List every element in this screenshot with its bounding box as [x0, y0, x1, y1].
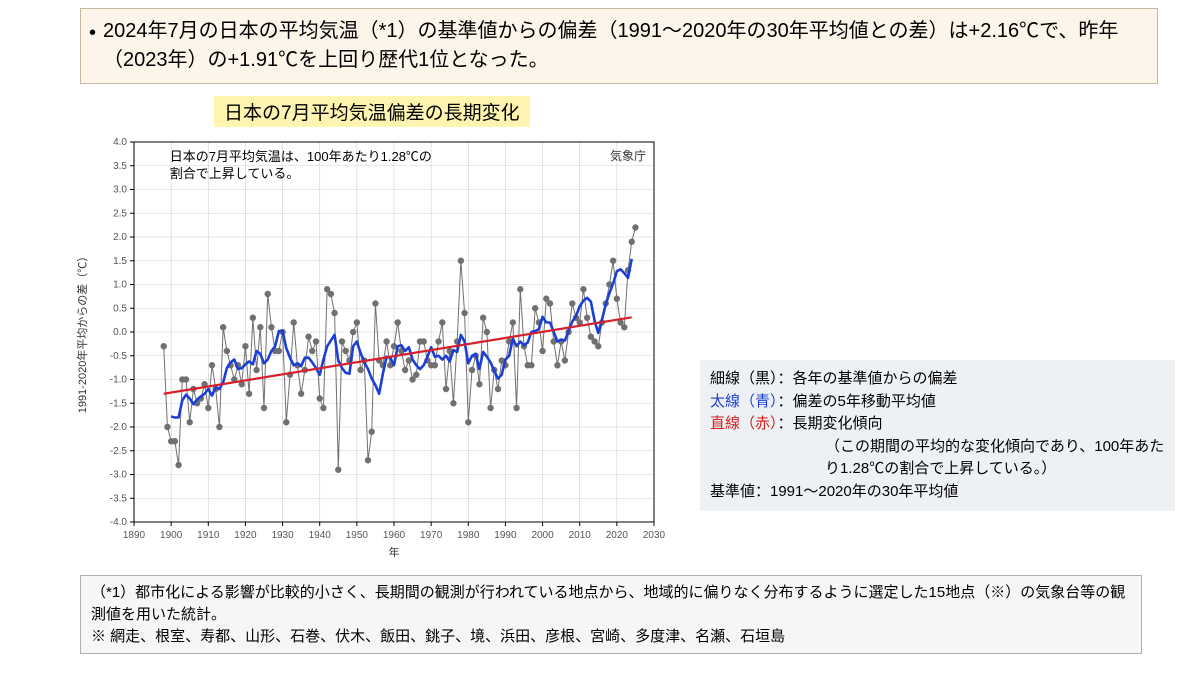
footnote-para2: ※ 網走、根室、寿都、山形、石巻、伏木、飯田、銚子、境、浜田、彦根、宮崎、多度津… [91, 626, 1131, 648]
svg-text:3.0: 3.0 [113, 185, 127, 196]
svg-text:1890: 1890 [123, 530, 146, 541]
summary-text: 2024年7月の日本の平均気温（*1）の基準値からの偏差（1991～2020年の… [103, 20, 1118, 71]
legend-label-red: 直線（赤） [710, 415, 778, 432]
svg-text:-3.0: -3.0 [110, 470, 128, 481]
legend-box: 細線（黒）：各年の基準値からの偏差 太線（青）：偏差の5年移動平均値 直線（赤）… [700, 360, 1175, 511]
svg-text:-2.5: -2.5 [110, 446, 128, 457]
svg-text:-3.5: -3.5 [110, 493, 128, 504]
footnote-box: （*1）都市化による影響が比較的小さく、長期間の観測が行われている地点から、地域… [80, 575, 1142, 654]
legend-text-red: ：長期変化傾向 [778, 415, 883, 432]
svg-text:気象庁: 気象庁 [610, 148, 646, 163]
svg-text:-2.0: -2.0 [110, 422, 128, 433]
chart-title: 日本の7月平均気温偏差の長期変化 [214, 96, 530, 127]
svg-text:1980: 1980 [457, 530, 480, 541]
svg-text:1990: 1990 [494, 530, 517, 541]
footnote-para1: （*1）都市化による影響が比較的小さく、長期間の観測が行われている地点から、地域… [91, 582, 1131, 626]
legend-text-blue: ：偏差の5年移動平均値 [778, 393, 936, 410]
legend-text-black: ：各年の基準値からの偏差 [778, 370, 958, 387]
svg-text:-0.5: -0.5 [110, 351, 128, 362]
legend-red-note: （この期間の平均的な変化傾向であり、100年あたり1.28℃の割合で上昇している… [710, 436, 1165, 481]
svg-text:-1.0: -1.0 [110, 375, 128, 386]
svg-text:1920: 1920 [234, 530, 257, 541]
svg-text:年: 年 [389, 545, 400, 559]
svg-text:2020: 2020 [606, 530, 629, 541]
legend-label-black: 細線（黒） [710, 370, 778, 387]
svg-text:2030: 2030 [643, 530, 666, 541]
svg-text:2.0: 2.0 [113, 232, 127, 243]
svg-text:3.5: 3.5 [113, 161, 127, 172]
svg-text:1.5: 1.5 [113, 256, 127, 267]
svg-text:1991-2020年平均からの差（℃）: 1991-2020年平均からの差（℃） [75, 251, 89, 414]
svg-text:1970: 1970 [420, 530, 443, 541]
svg-text:2010: 2010 [569, 530, 592, 541]
svg-text:1910: 1910 [197, 530, 220, 541]
svg-text:1940: 1940 [309, 530, 332, 541]
svg-text:日本の7月平均気温は、100年あたり1.28℃の: 日本の7月平均気温は、100年あたり1.28℃の [170, 149, 432, 164]
legend-baseline: 基準値：1991～2020年の30年平均値 [710, 481, 1165, 504]
svg-text:0.5: 0.5 [113, 303, 127, 314]
bullet-icon: • [89, 19, 96, 48]
svg-text:-4.0: -4.0 [110, 517, 128, 528]
svg-text:0.0: 0.0 [113, 327, 127, 338]
svg-text:1900: 1900 [160, 530, 183, 541]
svg-text:1930: 1930 [271, 530, 294, 541]
svg-text:1960: 1960 [383, 530, 406, 541]
svg-text:4.0: 4.0 [113, 137, 127, 148]
svg-text:1.0: 1.0 [113, 280, 127, 291]
svg-text:1950: 1950 [346, 530, 369, 541]
summary-box: • 2024年7月の日本の平均気温（*1）の基準値からの偏差（1991～2020… [80, 8, 1158, 84]
svg-text:2.5: 2.5 [113, 208, 127, 219]
svg-text:割合で上昇している。: 割合で上昇している。 [170, 166, 300, 181]
svg-text:2000: 2000 [531, 530, 554, 541]
legend-label-blue: 太線（青） [710, 393, 778, 410]
chart-container: -4.0 -3.5 -3.0 -2.5 -2.0 -1.5 -1.0 -0.5 0.0 0.5 1.… [72, 130, 672, 560]
svg-text:-1.5: -1.5 [110, 398, 128, 409]
chart-svg: -4.0 -3.5 -3.0 -2.5 -2.0 -1.5 -1.0 -0.5 0.0 0.5 1.… [72, 130, 672, 560]
